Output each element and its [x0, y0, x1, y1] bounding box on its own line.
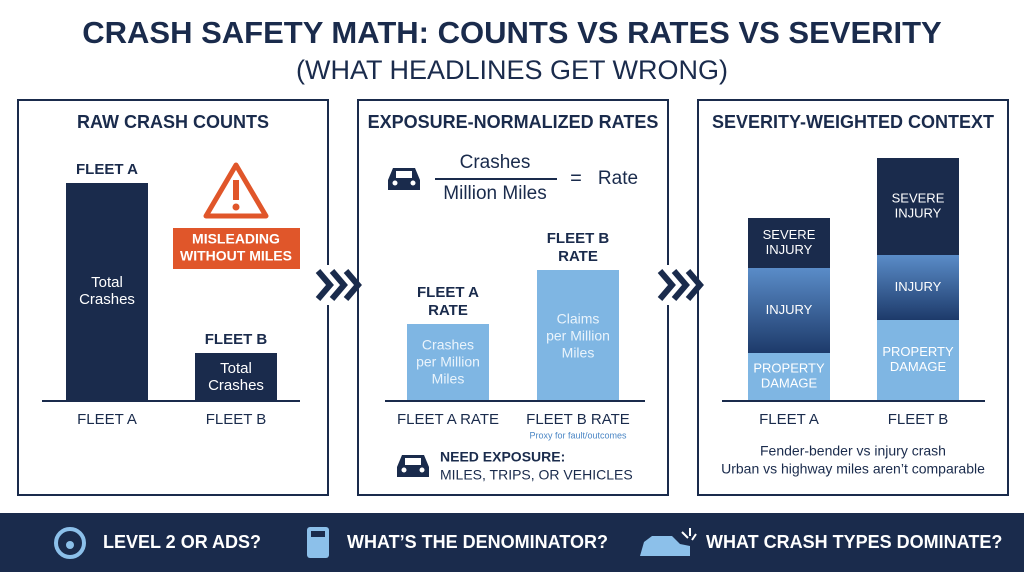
car-light — [401, 467, 407, 473]
bar-label: FLEET B — [547, 230, 610, 247]
panel-title: EXPOSURE-NORMALIZED RATES — [368, 112, 659, 132]
car-light — [419, 467, 425, 473]
arrow — [671, 269, 690, 301]
bar-text: Total — [220, 360, 252, 377]
bar-label: FLEET A — [417, 284, 479, 301]
title: CRASH SAFETY MATH: COUNTS VS RATES VS SE… — [82, 15, 942, 50]
bar-label: RATE — [558, 248, 598, 265]
stack-segment — [748, 268, 830, 353]
formula-numerator: Crashes — [460, 152, 531, 173]
subtitle: (WHAT HEADLINES GET WRONG) — [296, 55, 728, 85]
stack-segment — [877, 255, 959, 320]
warning-text: MISLEADING — [192, 231, 280, 247]
stack-segment — [748, 218, 830, 268]
segment-label: PROPERTY — [882, 344, 954, 359]
arrow — [657, 269, 676, 301]
segment-label: INJURY — [766, 242, 813, 257]
bar-text: Crashes — [208, 377, 264, 394]
bar-text: Miles — [432, 371, 465, 387]
bar-label: FLEET B — [205, 331, 268, 348]
category-label: FLEET B — [888, 411, 949, 428]
category-label: FLEET A — [77, 411, 137, 428]
note: Urban vs highway miles aren’t comparable — [721, 461, 985, 477]
panel-title: SEVERITY-WEIGHTED CONTEXT — [712, 112, 994, 132]
category-label: FLEET A — [759, 411, 819, 428]
segment-label: INJURY — [766, 302, 813, 317]
bar — [537, 270, 619, 400]
bar-text: Claims — [557, 311, 600, 327]
arrow — [329, 269, 348, 301]
category-label: FLEET B RATE — [526, 411, 630, 428]
crash-spark — [681, 528, 697, 541]
wheel-hub — [66, 541, 74, 549]
bar-label: FLEET A — [76, 161, 138, 178]
arrow — [315, 269, 334, 301]
car-light — [410, 180, 416, 186]
formula-denominator: Million Miles — [443, 183, 546, 204]
stack-segment — [877, 158, 959, 255]
stack-segment — [877, 320, 959, 400]
bar — [195, 353, 277, 400]
bar-text: Total — [91, 274, 123, 291]
panel-title: RAW CRASH COUNTS — [77, 112, 269, 132]
category-label: FLEET B — [206, 411, 267, 428]
bar — [66, 183, 148, 400]
bar-label: RATE — [428, 302, 468, 319]
panel — [17, 99, 329, 496]
category-label: FLEET A RATE — [397, 411, 499, 428]
footer-item: WHAT’S THE DENOMINATOR? — [347, 532, 608, 552]
bar-text: Crashes — [422, 337, 474, 353]
warning-mark — [233, 180, 239, 200]
footer-item: WHAT CRASH TYPES DOMINATE? — [706, 532, 1002, 552]
arrow — [685, 269, 704, 301]
warning-text: WITHOUT MILES — [180, 248, 292, 264]
footer-item: LEVEL 2 OR ADS? — [103, 532, 261, 552]
segment-label: PROPERTY — [753, 360, 825, 375]
car-light — [392, 180, 398, 186]
warning-dot — [232, 203, 240, 211]
footer-bar — [0, 513, 1024, 572]
car-window — [396, 171, 412, 178]
formula-result: Rate — [598, 168, 638, 189]
arrow — [343, 269, 362, 301]
calc-screen — [311, 531, 325, 537]
warning-badge — [173, 228, 300, 269]
segment-label: SEVERE — [763, 227, 816, 242]
bar-text: Crashes — [79, 291, 135, 308]
stack-segment — [748, 353, 830, 400]
exposure-text: MILES, TRIPS, OR VEHICLES — [440, 467, 633, 483]
bar-text: Miles — [562, 345, 595, 361]
note: Fender-bender vs injury crash — [760, 443, 946, 459]
bar-text: per Million — [546, 328, 610, 344]
segment-label: DAMAGE — [761, 375, 818, 390]
segment-label: INJURY — [895, 205, 942, 220]
bar-text: per Million — [416, 354, 480, 370]
exposure-title: NEED EXPOSURE: — [440, 449, 565, 465]
segment-label: SEVERE — [892, 190, 945, 205]
wheel-icon — [54, 527, 86, 559]
panel — [697, 99, 1009, 496]
formula-equals: = — [570, 167, 582, 189]
segment-label: INJURY — [895, 279, 942, 294]
segment-label: DAMAGE — [890, 359, 947, 374]
crash-icon — [640, 536, 690, 556]
car-window — [405, 458, 421, 465]
note: Proxy for fault/outcomes — [529, 430, 627, 440]
bar — [407, 324, 489, 400]
